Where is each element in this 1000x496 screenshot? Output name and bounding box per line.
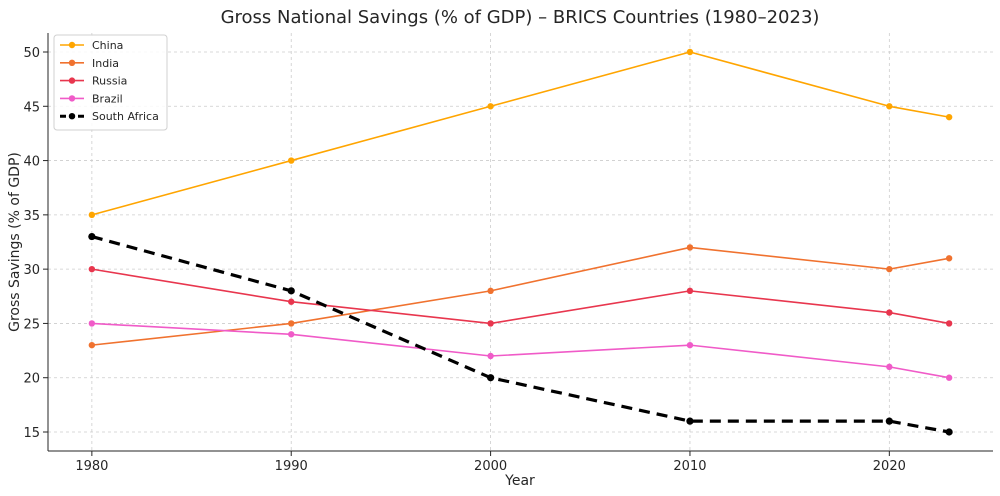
y-tick-label: 20 xyxy=(23,372,40,387)
legend-box xyxy=(53,34,168,131)
legend-label-russia: Russia xyxy=(92,75,127,88)
legend-label-brazil: Brazil xyxy=(92,92,123,105)
axes: 1980 1990 2000 2010 2020 15 20 25 30 35 40 45 50 xyxy=(23,33,993,474)
series-line-brazil xyxy=(91,322,950,379)
data-point-russia xyxy=(487,320,494,327)
data-point-brazil xyxy=(945,374,953,381)
y-tick-label: 50 xyxy=(23,46,40,61)
series-south-africa xyxy=(88,232,953,436)
data-point-south-africa xyxy=(945,428,953,436)
y-tick-label: 45 xyxy=(23,100,40,115)
series-russia xyxy=(88,265,953,327)
data-point-india xyxy=(686,244,694,251)
data-point-china xyxy=(945,113,953,121)
x-tick-label: 2000 xyxy=(474,459,507,474)
series-brazil xyxy=(88,320,953,381)
data-point-china xyxy=(88,211,96,219)
series-line-south-africa xyxy=(91,235,950,434)
data-point-china xyxy=(288,157,295,164)
y-tick-label: 15 xyxy=(23,426,40,441)
series-india xyxy=(88,244,953,349)
legend: China India Russia Brazil South Africa xyxy=(53,34,168,131)
data-point-russia xyxy=(886,309,893,316)
data-point-russia xyxy=(88,265,96,273)
data-point-south-africa xyxy=(287,287,295,295)
legend-marker-brazil xyxy=(68,95,76,102)
data-point-south-africa xyxy=(88,232,96,241)
legend-label-south-africa: South Africa xyxy=(92,110,159,123)
legend-marker-russia xyxy=(68,77,76,84)
data-point-india xyxy=(945,255,953,262)
data-point-russia xyxy=(288,298,295,305)
grid xyxy=(48,33,993,451)
x-tick-label: 1980 xyxy=(75,459,108,474)
data-point-russia xyxy=(686,287,694,295)
x-tick-label: 2020 xyxy=(873,459,906,474)
data-point-south-africa xyxy=(885,417,893,425)
legend-marker-south-africa xyxy=(68,113,76,120)
data-point-south-africa xyxy=(686,417,694,425)
series-china xyxy=(88,48,953,219)
legend-label-india: India xyxy=(92,57,119,70)
data-point-brazil xyxy=(88,320,96,327)
data-point-india xyxy=(288,320,295,327)
x-axis-label: Year xyxy=(504,473,535,489)
data-point-russia xyxy=(945,320,953,327)
legend-marker-india xyxy=(68,59,76,66)
legend-label-china: China xyxy=(92,39,123,52)
data-point-india xyxy=(88,341,96,349)
data-point-south-africa xyxy=(486,374,495,382)
y-axis-label: Gross Savings (% of GDP) xyxy=(7,152,23,332)
y-tick-label: 30 xyxy=(23,263,40,278)
y-tick-label: 25 xyxy=(23,317,40,332)
data-point-india xyxy=(886,265,893,273)
series-line-russia xyxy=(91,268,950,325)
data-point-brazil xyxy=(487,352,494,360)
x-tick-label: 2010 xyxy=(673,459,706,474)
data-point-brazil xyxy=(288,331,295,338)
data-point-brazil xyxy=(886,363,893,371)
series-line-china xyxy=(91,51,950,216)
data-point-china xyxy=(686,48,694,56)
chart-title: Gross National Savings (% of GDP) – BRIC… xyxy=(221,7,820,28)
data-point-china xyxy=(487,103,494,110)
legend-marker-china xyxy=(68,41,76,49)
y-tick-label: 40 xyxy=(23,155,40,170)
y-tick-label: 35 xyxy=(23,209,40,224)
x-tick-label: 1990 xyxy=(275,459,308,474)
series-layer xyxy=(88,48,953,436)
series-line-india xyxy=(91,246,950,346)
data-point-brazil xyxy=(686,341,694,349)
data-point-india xyxy=(487,287,494,295)
data-point-china xyxy=(886,103,893,110)
